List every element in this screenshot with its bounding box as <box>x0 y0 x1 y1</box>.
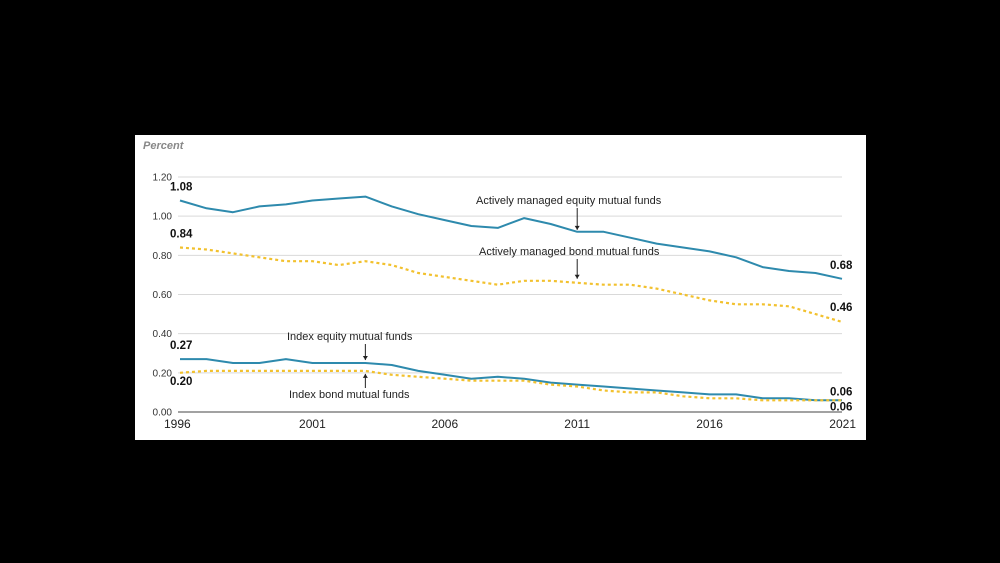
start-value-label: 0.20 <box>170 376 192 388</box>
y-tick-label: 0.80 <box>153 251 173 262</box>
y-axis-label: Percent <box>143 140 185 152</box>
y-tick-label: 0.20 <box>153 368 173 379</box>
y-tick-label: 1.00 <box>153 212 173 223</box>
series-annotation: Actively managed equity mutual funds <box>476 195 662 207</box>
series-annotation: Actively managed bond mutual funds <box>479 246 660 258</box>
x-tick-label: 2011 <box>564 417 590 431</box>
y-tick-label: 0.40 <box>153 329 173 340</box>
y-tick-label: 1.20 <box>153 173 173 184</box>
end-value-label: 0.06 <box>830 386 852 398</box>
y-tick-label: 0.00 <box>153 408 173 419</box>
end-value-label: 0.68 <box>830 260 853 272</box>
series-line-1 <box>179 195 843 280</box>
x-tick-label: 2021 <box>829 417 856 431</box>
annotation-arrowhead <box>574 225 580 230</box>
end-value-label: 0.46 <box>830 302 852 314</box>
chart-panel: Percent 0.00 0.20 0.40 0.60 0.80 1.00 1.20 1996… <box>135 135 866 440</box>
x-tick-label: 2006 <box>431 417 458 431</box>
series-annotation: Index bond mutual funds <box>289 389 410 401</box>
end-value-label: 0.06 <box>830 401 852 413</box>
start-value-label: 0.84 <box>170 229 193 241</box>
annotation-arrowhead <box>362 356 368 361</box>
start-value-label: 0.27 <box>170 340 192 352</box>
line-chart: Percent 0.00 0.20 0.40 0.60 0.80 1.00 1.20 1996… <box>143 140 856 431</box>
y-tick-label: 0.60 <box>153 290 173 301</box>
series-annotation: Index equity mutual funds <box>287 331 413 343</box>
series-line-4 <box>179 369 842 402</box>
x-tick-label: 2016 <box>696 417 723 431</box>
start-value-label: 1.08 <box>170 182 193 194</box>
series-line-2 <box>179 246 843 323</box>
x-tick-label: 1996 <box>164 417 191 431</box>
x-tick-label: 2001 <box>299 417 326 431</box>
annotation-arrowhead <box>362 373 368 378</box>
annotation-arrowhead <box>574 274 580 279</box>
series-line-3 <box>180 358 842 402</box>
